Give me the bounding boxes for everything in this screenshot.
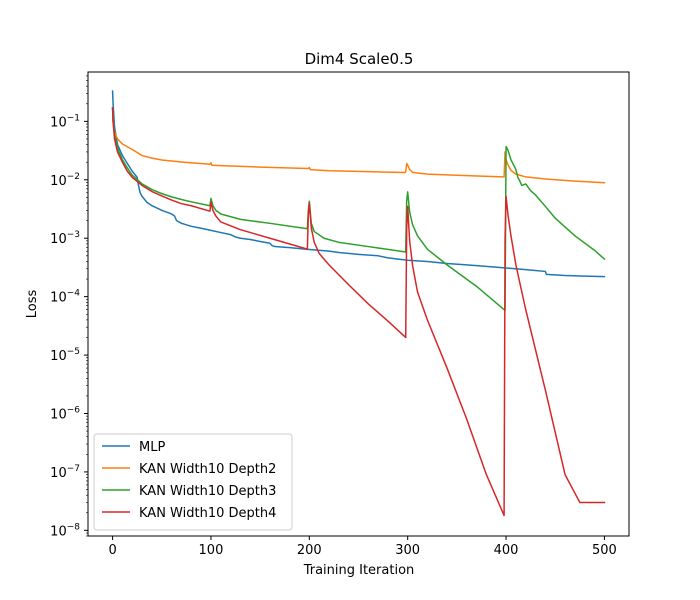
plot-area xyxy=(87,71,630,537)
y-tick-label: 10−2 xyxy=(50,172,80,189)
legend-box xyxy=(93,433,293,531)
legend-label: MLP xyxy=(139,440,165,455)
series-line-kan-width10-depth3 xyxy=(111,107,606,312)
legend-label: KAN Width10 Depth2 xyxy=(139,462,276,477)
x-tick-label: 300 xyxy=(395,543,420,558)
x-tick-label: 400 xyxy=(494,543,519,558)
x-tick-label: 200 xyxy=(297,543,322,558)
series-line-mlp xyxy=(111,90,606,278)
x-tick-label: 500 xyxy=(592,543,617,558)
series-line-kan-width10-depth4 xyxy=(111,107,606,517)
y-tick-label: 10−4 xyxy=(50,289,80,306)
y-tick-label: 10−1 xyxy=(50,113,80,130)
y-axis: 10−8 10−7 10−6 10−5 10−4 10−3 10−2 10−1 xyxy=(50,75,88,539)
series-layer xyxy=(111,90,606,517)
y-tick-label: 10−5 xyxy=(50,347,80,364)
legend-label: KAN Width10 Depth4 xyxy=(139,506,276,521)
plot-frame xyxy=(87,71,630,537)
y-tick-label: 10−6 xyxy=(50,405,80,422)
x-axis: 0 100 200 300 400 500 xyxy=(108,536,617,558)
series-line-kan-width10-depth2 xyxy=(111,107,606,184)
y-tick-label: 10−7 xyxy=(50,464,80,481)
x-tick-label: 0 xyxy=(108,543,116,558)
chart-title: Dim4 Scale0.5 xyxy=(305,50,414,68)
y-axis-label: Loss xyxy=(25,290,40,319)
y-tick-label: 10−8 xyxy=(50,522,80,539)
legend: MLP KAN Width10 Depth2 KAN Width10 Depth3 K… xyxy=(93,433,293,531)
x-axis-label: Training Iteration xyxy=(303,563,415,578)
y-tick-label: 10−3 xyxy=(50,230,80,247)
legend-label: KAN Width10 Depth3 xyxy=(139,484,276,499)
x-tick-label: 100 xyxy=(199,543,224,558)
